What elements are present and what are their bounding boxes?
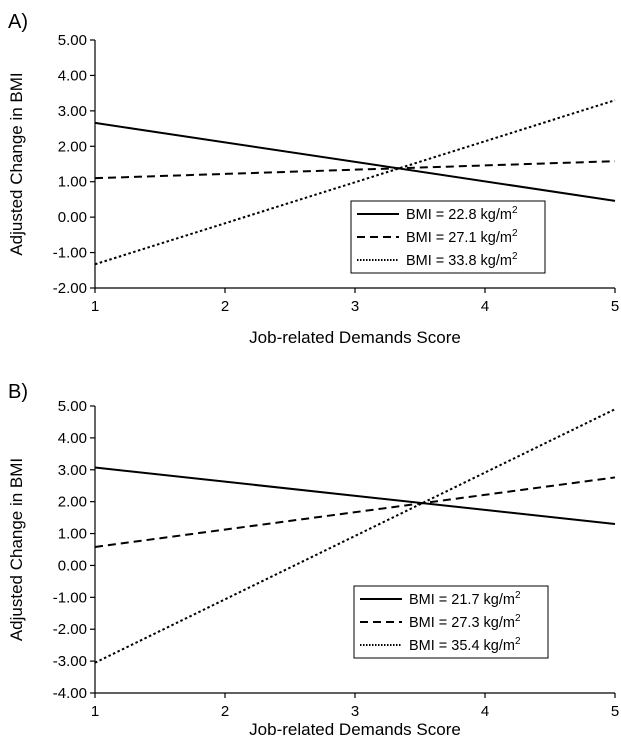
y-tick-label: 3.00 [58,462,87,479]
series-line-dashed [94,476,616,548]
chart-panel-b: B) 5.00 4.00 3.00 2.00 1.00 0.00 -1.00 -2.00 -3.0… [7,381,619,739]
y-tick-label: 1.00 [58,526,87,543]
legend-label: BMI = 22.8 kg/m2 [406,205,518,223]
x-tick-label: 4 [481,298,489,315]
legend: BMI = 21.7 kg/m2 BMI = 27.3 kg/m2 BMI = 35… [353,585,549,659]
y-tick-label: 0.00 [58,209,87,226]
panel-label: B) [8,381,28,403]
y-tick-label: 4.00 [58,67,87,84]
y-tick-label: 2.00 [58,138,87,155]
y-tick-label: -1.00 [53,245,87,262]
legend-label-superscript: 2 [512,205,518,216]
legend-label-superscript: 2 [515,590,521,601]
x-tick-label: 1 [91,298,99,315]
legend-label: BMI = 27.1 kg/m2 [406,228,518,246]
panel-label: A) [8,11,28,33]
x-tick-label: 1 [91,703,99,720]
x-axis-title: Job-related Demands Score [249,328,461,347]
legend-label-superscript: 2 [515,636,521,647]
y-tick-label: -1.00 [53,589,87,606]
x-tick-label: 5 [611,298,619,315]
legend-label: BMI = 27.3 kg/m2 [409,613,521,631]
series-line-solid [94,121,616,202]
y-tick-label: 5.00 [58,32,87,49]
series-line-solid [94,466,616,525]
y-tick-label: 1.00 [58,174,87,191]
series-line-dotted [94,99,616,266]
chart-panel-a: A) 5.00 4.00 3.00 2.00 1.00 0.00 -1.00 -2.001 2 3 4… [7,11,619,347]
y-tick-label: 2.00 [58,494,87,511]
x-tick-label: 2 [221,298,229,315]
y-axis-title: Adjusted Change in BMI [7,72,26,255]
y-tick-label: -3.00 [53,653,87,670]
legend-label: BMI = 35.4 kg/m2 [409,636,521,654]
x-tick-label: 2 [221,703,229,720]
y-axis-title: Adjusted Change in BMI [7,458,26,641]
y-tick-label: -2.00 [53,280,87,297]
y-tick-label: 3.00 [58,103,87,120]
y-tick-label: -2.00 [53,621,87,638]
legend: BMI = 22.8 kg/m2 BMI = 27.1 kg/m2 BMI = 33… [350,200,546,274]
legend-label: BMI = 21.7 kg/m2 [409,590,521,608]
x-tick-label: 4 [481,703,489,720]
y-tick-label: 0.00 [58,557,87,574]
legend-label-superscript: 2 [512,228,518,239]
x-tick-label: 3 [351,703,359,720]
series-line-dashed [94,160,616,180]
y-tick-label: 5.00 [58,398,87,415]
series-line-dotted [94,408,616,664]
x-axis-title: Job-related Demands Score [249,720,461,739]
legend-label-superscript: 2 [512,251,518,262]
y-tick-label: 4.00 [58,430,87,447]
y-tick-label: -4.00 [53,685,87,702]
x-tick-label: 5 [611,703,619,720]
legend-label: BMI = 33.8 kg/m2 [406,251,518,269]
legend-label-superscript: 2 [515,613,521,624]
x-tick-label: 3 [351,298,359,315]
